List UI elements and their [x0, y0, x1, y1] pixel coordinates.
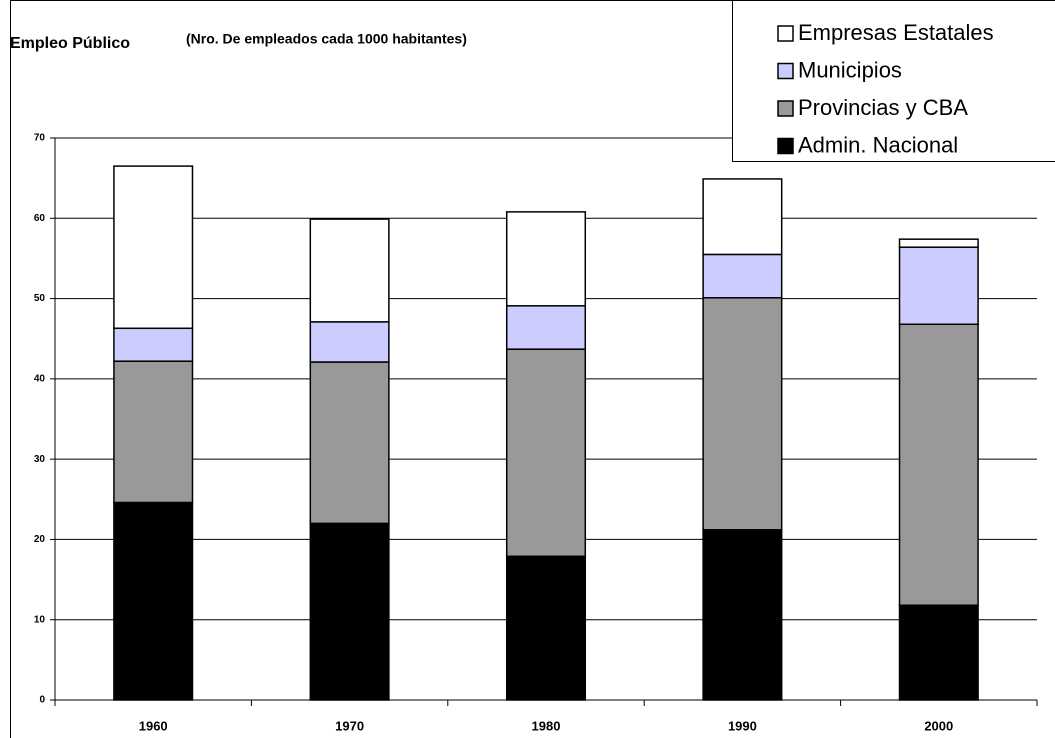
legend-label: Admin. Nacional — [798, 132, 958, 157]
y-tick-label: 70 — [34, 133, 46, 144]
y-tick-label: 10 — [34, 614, 46, 625]
bar-segment — [702, 253, 783, 299]
bar-segment — [702, 178, 783, 256]
y-tick-label: 20 — [34, 534, 46, 545]
legend-swatch — [777, 25, 794, 42]
bar-segment — [113, 501, 194, 701]
bar-segment — [309, 218, 390, 323]
y-tick-label: 40 — [34, 373, 46, 384]
x-tick-label: 1970 — [335, 718, 364, 733]
bar-segment — [898, 246, 979, 326]
legend-swatch — [777, 137, 794, 155]
y-tick-label: 50 — [34, 293, 46, 304]
y-tick-label: 60 — [34, 213, 46, 224]
y-tick-label: 30 — [34, 454, 46, 465]
y-tick-label: 0 — [39, 695, 45, 706]
legend-label: Empresas Estatales — [798, 20, 994, 45]
frame — [10, 0, 1055, 738]
bar-segment — [898, 238, 979, 248]
bar-segment — [505, 555, 587, 701]
chart-title: Empleo Público — [10, 35, 130, 52]
bar-segment — [309, 321, 390, 363]
x-tick-label: 2000 — [924, 718, 953, 733]
x-tick-label: 1980 — [532, 718, 561, 733]
x-tick-label: 1960 — [139, 718, 168, 733]
bar-segment — [702, 297, 783, 531]
bar-segment — [113, 327, 194, 362]
legend-swatch — [777, 62, 794, 80]
bar-segment — [898, 323, 979, 607]
x-tick-label: 1990 — [728, 718, 757, 733]
bar-segment — [505, 305, 587, 350]
legend-swatch — [777, 100, 794, 117]
bar-segment — [898, 604, 979, 701]
legend-label: Municipios — [798, 57, 902, 82]
bar-segment — [702, 529, 783, 701]
chart-subtitle: (Nro. De empleados cada 1000 habitantes) — [186, 31, 467, 47]
bar-segment — [113, 165, 194, 330]
legend-label: Provincias y CBA — [798, 95, 968, 120]
bar-segment — [113, 360, 194, 504]
bar-segment — [309, 361, 390, 525]
bar-segment — [309, 522, 390, 701]
bar-segment — [505, 211, 587, 307]
bar-segment — [505, 348, 587, 558]
